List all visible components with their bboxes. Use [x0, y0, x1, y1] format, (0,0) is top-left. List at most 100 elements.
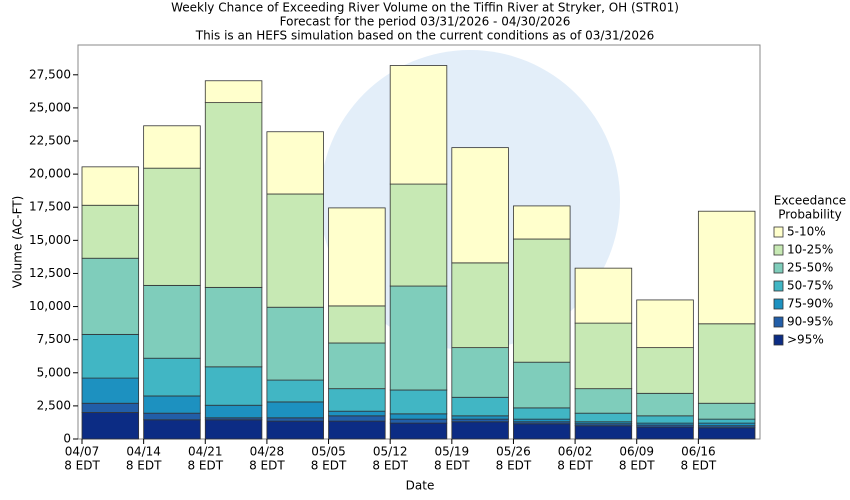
bar-segment: [697, 418, 756, 424]
bar-segment: [143, 357, 201, 397]
bar-segment: [328, 410, 386, 417]
bar-segment: [81, 204, 140, 259]
bar-segment: [81, 402, 140, 413]
y-tick-label: 20,000: [29, 167, 71, 181]
bar-segment: [389, 418, 448, 424]
x-tick-label: 05/26: [496, 445, 531, 459]
bar-segment: [574, 425, 633, 440]
x-tick-label: 05/05: [311, 445, 346, 459]
bar-segment: [513, 238, 571, 363]
bar-segment: [328, 207, 386, 307]
bar-segment: [204, 286, 263, 368]
y-tick-label: 25,000: [29, 100, 71, 114]
bar-segment: [328, 342, 386, 390]
bar-segment: [266, 417, 324, 422]
legend-label: >95%: [787, 333, 824, 347]
chart-subtitle: This is an HEFS simulation based on the …: [195, 29, 655, 43]
bar-segment: [143, 125, 201, 169]
x-tick-label: 04/21: [188, 445, 223, 459]
bar-segment: [328, 305, 386, 344]
bar-segment: [574, 412, 633, 423]
x-tick-label: 8 EDT: [64, 459, 100, 473]
x-tick-label: 04/28: [250, 445, 285, 459]
legend-swatch: [773, 334, 784, 346]
bar-segment: [328, 415, 386, 422]
x-tick-label: 06/02: [558, 445, 593, 459]
bar-segment: [143, 412, 201, 421]
legend-label: 75-90%: [787, 297, 833, 311]
x-tick-label: 8 EDT: [434, 459, 470, 473]
bar-segment: [451, 347, 509, 398]
bar-segment: [697, 402, 756, 420]
bar-segment: [574, 388, 633, 414]
y-tick-label: 15,000: [29, 233, 71, 247]
bar-segment: [266, 131, 324, 195]
x-tick-label: 06/16: [681, 445, 716, 459]
legend-label: 5-10%: [787, 225, 826, 239]
bar-segment: [266, 379, 324, 403]
bar-segment: [389, 389, 448, 415]
bar-segment: [697, 427, 756, 440]
legend-swatch: [773, 280, 784, 292]
legend-swatch: [773, 298, 784, 310]
bar-segment: [513, 423, 571, 440]
chart-subtitle: Forecast for the period 03/31/2026 - 04/…: [280, 15, 571, 29]
legend-title: Exceedance: [774, 194, 846, 208]
bar-segment: [143, 419, 201, 440]
y-tick-label: 10,000: [29, 299, 71, 313]
x-tick-label: 05/19: [435, 445, 470, 459]
legend-label: 10-25%: [787, 243, 833, 257]
x-tick-label: 8 EDT: [496, 459, 532, 473]
bar-segment: [266, 306, 324, 381]
bar-segment: [81, 412, 140, 440]
bar-segment: [143, 167, 201, 286]
bar-segment: [636, 299, 694, 349]
bar-segment: [81, 257, 140, 335]
bar-segment: [266, 420, 324, 440]
legend-title: Probability: [778, 208, 841, 222]
bar-segment: [204, 366, 263, 406]
legend-label: 90-95%: [787, 315, 833, 329]
bar-segment: [266, 401, 324, 419]
bar-segment: [328, 388, 386, 412]
bar-segment: [204, 80, 263, 104]
bar-segment: [451, 262, 509, 349]
bar-segment: [81, 333, 140, 379]
chart-title: Weekly Chance of Exceeding River Volume …: [171, 1, 679, 15]
bar-segment: [204, 404, 263, 419]
bar-segment: [513, 205, 571, 240]
bar-segment: [81, 377, 140, 404]
bar-segment: [389, 285, 448, 391]
legend-label: 25-50%: [787, 261, 833, 275]
bar-segment: [697, 323, 756, 404]
legend-swatch: [773, 262, 784, 274]
y-tick-label: 7,500: [37, 332, 71, 346]
x-tick-label: 05/12: [373, 445, 408, 459]
bar-segment: [81, 166, 140, 206]
bar-segment: [636, 347, 694, 394]
legend-swatch: [773, 244, 784, 256]
bar-segment: [636, 426, 694, 440]
bar-segment: [451, 421, 509, 440]
y-tick-label: 22,500: [29, 134, 71, 148]
bar-segment: [143, 395, 201, 414]
x-tick-label: 06/09: [619, 445, 654, 459]
y-tick-label: 5,000: [37, 365, 71, 379]
bar-segment: [636, 415, 694, 424]
bar-segment: [266, 193, 324, 308]
x-tick-label: 04/14: [126, 445, 161, 459]
bar-segment: [697, 210, 756, 325]
bar-segment: [451, 147, 509, 264]
bar-segment: [574, 322, 633, 390]
bar-segment: [636, 392, 694, 417]
bar-segment: [451, 396, 509, 417]
bar-segment: [389, 183, 448, 287]
bar-segment: [389, 422, 448, 440]
bar-segment: [513, 361, 571, 409]
legend-swatch: [773, 226, 784, 238]
bar-segment: [204, 419, 263, 440]
bar-segment: [328, 420, 386, 440]
bar-segment: [574, 267, 633, 324]
x-tick-label: 8 EDT: [311, 459, 347, 473]
